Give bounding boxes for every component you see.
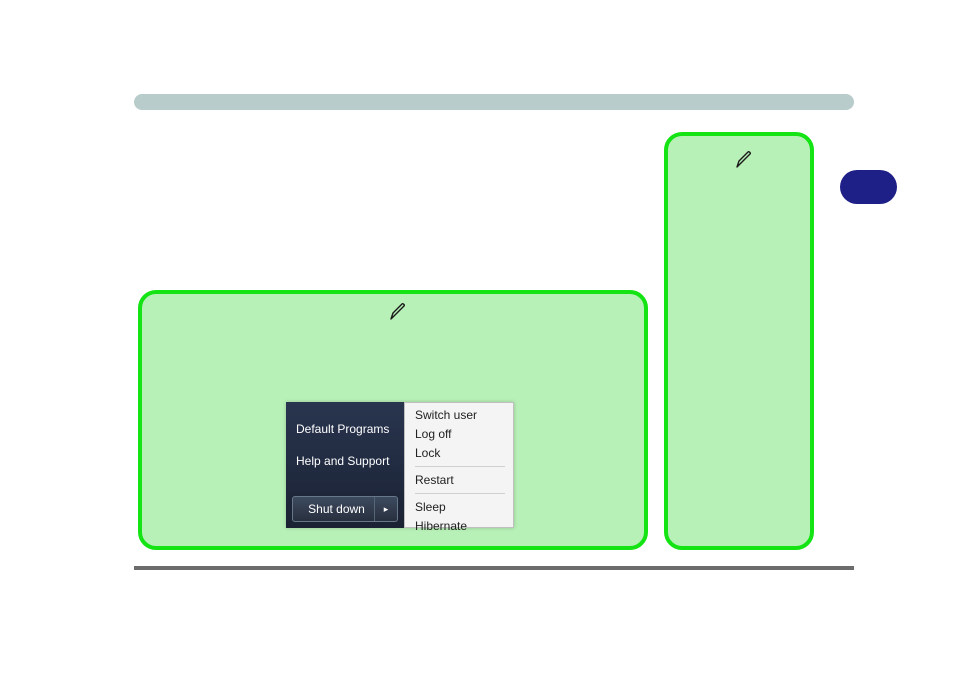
- power-menu-item[interactable]: Log off: [415, 426, 513, 442]
- top-bar: [134, 94, 854, 110]
- start-menu-link[interactable]: Default Programs: [296, 422, 389, 436]
- power-menu-item[interactable]: Lock: [415, 445, 513, 461]
- start-menu-link[interactable]: Help and Support: [296, 454, 389, 468]
- shutdown-label: Shut down: [293, 502, 374, 516]
- shutdown-button[interactable]: Shut down ▸: [292, 496, 398, 522]
- pen-icon[interactable]: [388, 302, 408, 322]
- start-menu-left-pane: Help and Support Default Programs Shut do…: [286, 402, 404, 528]
- power-menu-item[interactable]: Restart: [415, 472, 513, 488]
- start-menu-screenshot: Help and Support Default Programs Shut do…: [286, 402, 514, 528]
- section-divider: [134, 566, 854, 570]
- power-menu-item[interactable]: Sleep: [415, 499, 513, 515]
- chevron-right-icon: ▸: [384, 504, 389, 515]
- start-menu-power-submenu: Switch userLog offLockRestartSleepHibern…: [404, 402, 514, 528]
- right-highlight-panel: [664, 132, 814, 550]
- shutdown-submenu-arrow[interactable]: ▸: [374, 497, 397, 521]
- menu-divider: [415, 466, 505, 467]
- menu-divider: [415, 493, 505, 494]
- power-menu-item[interactable]: Switch user: [415, 407, 513, 423]
- pen-icon[interactable]: [734, 150, 754, 170]
- power-menu-item[interactable]: Hibernate: [415, 518, 513, 534]
- action-pill-button[interactable]: [840, 170, 897, 204]
